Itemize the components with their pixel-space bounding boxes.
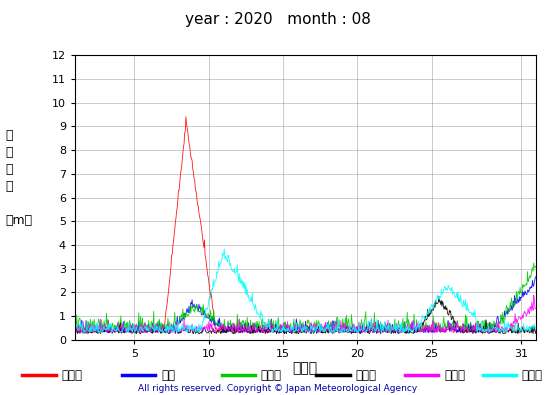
Text: 屋久島: 屋久島 [522, 369, 543, 382]
Text: 生月島: 生月島 [444, 369, 465, 382]
Text: All rights reserved. Copyright © Japan Meteorological Agency: All rights reserved. Copyright © Japan M… [138, 384, 417, 393]
Text: 上ノ国: 上ノ国 [61, 369, 82, 382]
Text: year : 2020   month : 08: year : 2020 month : 08 [185, 12, 370, 27]
Text: 有
義
波
高

（m）: 有 義 波 高 （m） [6, 129, 33, 227]
Text: 石廊崎: 石廊崎 [261, 369, 282, 382]
Text: 唐桑: 唐桑 [161, 369, 175, 382]
Text: 経ヶ尬: 経ヶ尬 [355, 369, 376, 382]
X-axis label: （日）: （日） [292, 361, 318, 376]
